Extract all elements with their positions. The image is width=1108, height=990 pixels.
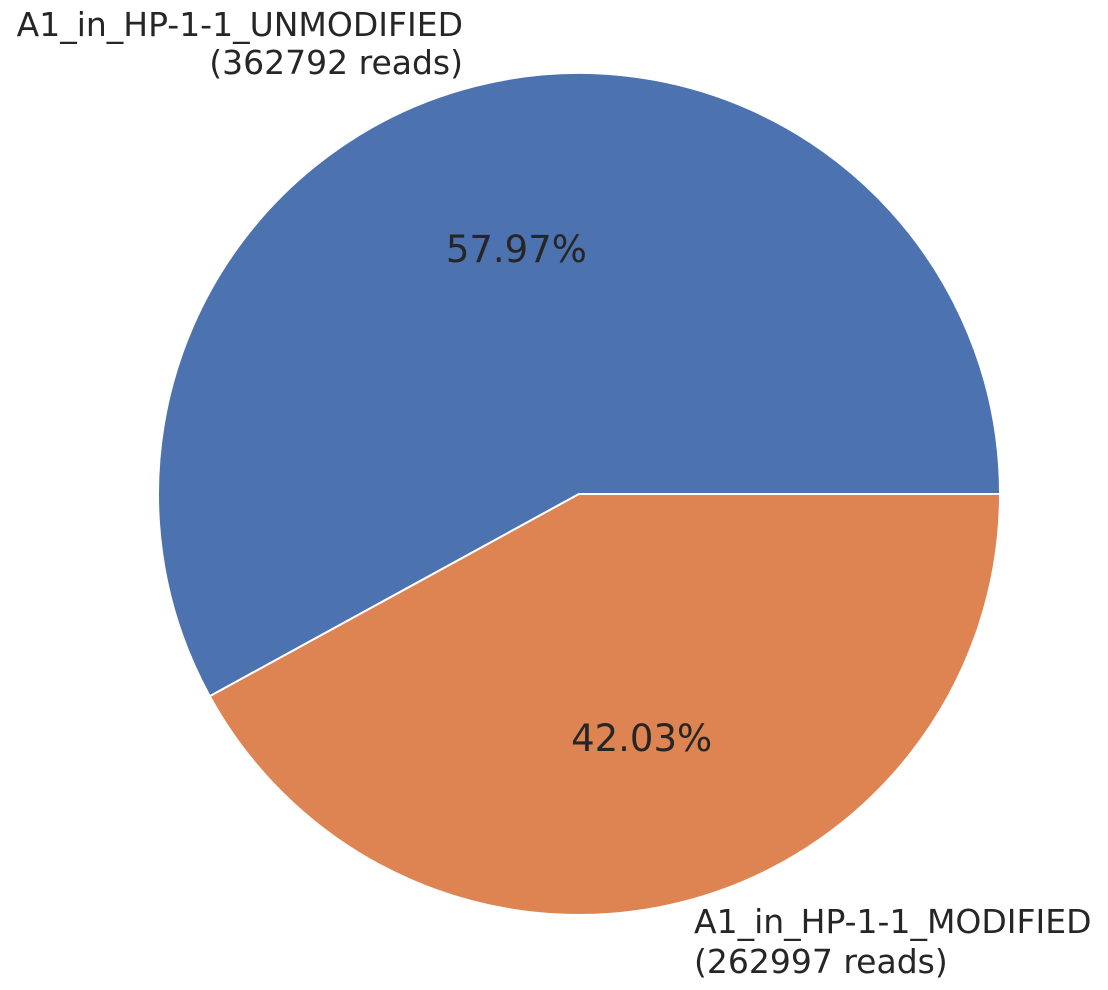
slice-label-modified: A1_in_HP-1-1_MODIFIED (262997 reads)	[694, 902, 1092, 981]
pie-slice-modified	[208, 493, 1001, 916]
slice-label-unmodified: A1_in_HP-1-1_UNMODIFIED (362792 reads)	[17, 5, 463, 82]
percent-label-unmodified: 57.97%	[446, 228, 587, 271]
percent-label-modified: 42.03%	[571, 717, 712, 760]
slice-name-modified: A1_in_HP-1-1_MODIFIED	[694, 902, 1092, 941]
slice-reads-unmodified: (362792 reads)	[209, 43, 463, 82]
percent-labels: 57.97% 42.03%	[446, 228, 712, 760]
pie-slices	[157, 72, 1001, 916]
slice-reads-modified: (262997 reads)	[694, 942, 948, 981]
pie-slice-unmodified	[157, 72, 1001, 698]
slice-name-unmodified: A1_in_HP-1-1_UNMODIFIED	[17, 5, 463, 44]
